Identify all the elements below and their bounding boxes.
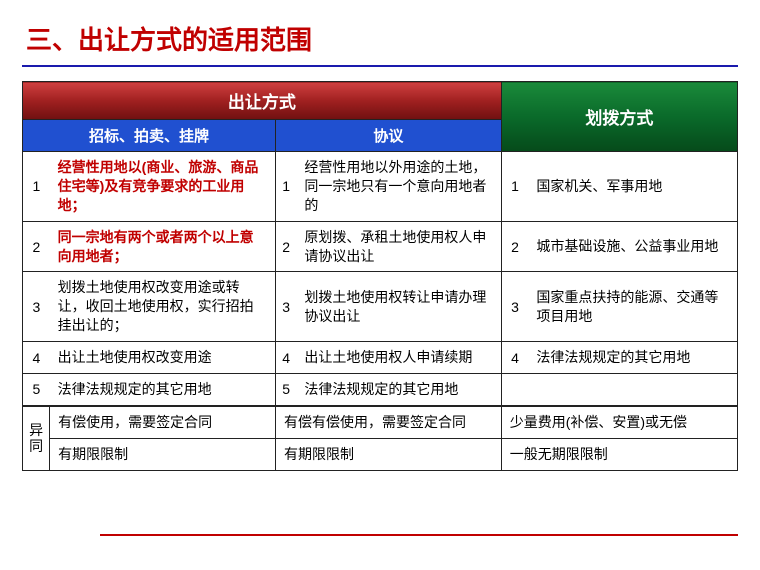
cell-allocate <box>528 374 737 406</box>
cell-allocate: 国家重点扶持的能源、交通等项目用地 <box>528 272 737 342</box>
cell-bid: 同一宗地有两个或者两个以上意向用地者； <box>50 221 276 272</box>
row-num: 2 <box>23 221 50 272</box>
diff-label: 异同 <box>23 406 50 470</box>
comparison-table: 出让方式 划拨方式 招标、拍卖、挂牌 协议 1经营性用地以(商业、旅游、商品住宅… <box>22 81 738 471</box>
cell-allocate: 法律法规规定的其它用地 <box>528 342 737 374</box>
cell-allocate: 国家机关、军事用地 <box>528 152 737 222</box>
table-row: 3划拨土地使用权改变用途或转让，收回土地使用权，实行招拍挂出让的；3划拨土地使用… <box>23 272 738 342</box>
row-num: 3 <box>23 272 50 342</box>
row-num: 4 <box>23 342 50 374</box>
diff-cell-bid: 有偿使用，需要签定合同 <box>50 406 276 438</box>
diff-cell-bid: 有期限限制 <box>50 438 276 470</box>
cell-agreement: 法律法规规定的其它用地 <box>296 374 501 406</box>
row-num: 4 <box>501 342 528 374</box>
header-transfer: 出让方式 <box>23 82 502 120</box>
diff-cell-allocate: 一般无期限限制 <box>501 438 737 470</box>
row-num: 2 <box>501 221 528 272</box>
row-num: 1 <box>501 152 528 222</box>
cell-agreement: 原划拨、承租土地使用权人申请协议出让 <box>296 221 501 272</box>
row-num: 5 <box>23 374 50 406</box>
diff-cell-agreement: 有期限限制 <box>275 438 501 470</box>
diff-cell-allocate: 少量费用(补偿、安置)或无偿 <box>501 406 737 438</box>
header-row-1: 出让方式 划拨方式 <box>23 82 738 120</box>
cell-agreement: 经营性用地以外用途的土地，同一宗地只有一个意向用地者的 <box>296 152 501 222</box>
row-num: 1 <box>275 152 296 222</box>
row-num: 4 <box>275 342 296 374</box>
cell-bid: 划拨土地使用权改变用途或转让，收回土地使用权，实行招拍挂出让的； <box>50 272 276 342</box>
header-allocate: 划拨方式 <box>501 82 737 152</box>
cell-agreement: 出让土地使用权人申请续期 <box>296 342 501 374</box>
table-row: 4出让土地使用权改变用途4出让土地使用权人申请续期4法律法规规定的其它用地 <box>23 342 738 374</box>
diff-row: 异同有偿使用，需要签定合同有偿有偿使用，需要签定合同少量费用(补偿、安置)或无偿 <box>23 406 738 438</box>
row-num: 3 <box>501 272 528 342</box>
subheader-agreement: 协议 <box>275 120 501 152</box>
diff-cell-agreement: 有偿有偿使用，需要签定合同 <box>275 406 501 438</box>
subheader-bid: 招标、拍卖、挂牌 <box>23 120 276 152</box>
table-row: 5法律法规规定的其它用地5法律法规规定的其它用地 <box>23 374 738 406</box>
table-row: 2同一宗地有两个或者两个以上意向用地者；2原划拨、承租土地使用权人申请协议出让2… <box>23 221 738 272</box>
row-num <box>501 374 528 406</box>
cell-bid: 法律法规规定的其它用地 <box>50 374 276 406</box>
page-title: 三、出让方式的适用范围 <box>22 20 738 57</box>
cell-bid: 经营性用地以(商业、旅游、商品住宅等)及有竞争要求的工业用地； <box>50 152 276 222</box>
row-num: 3 <box>275 272 296 342</box>
cell-bid: 出让土地使用权改变用途 <box>50 342 276 374</box>
title-underline <box>22 65 738 67</box>
cell-agreement: 划拨土地使用权转让申请办理协议出让 <box>296 272 501 342</box>
table-row: 1经营性用地以(商业、旅游、商品住宅等)及有竞争要求的工业用地；1经营性用地以外… <box>23 152 738 222</box>
row-num: 2 <box>275 221 296 272</box>
row-num: 5 <box>275 374 296 406</box>
bottom-accent-line <box>100 534 738 536</box>
cell-allocate: 城市基础设施、公益事业用地 <box>528 221 737 272</box>
row-num: 1 <box>23 152 50 222</box>
diff-row: 有期限限制有期限限制一般无期限限制 <box>23 438 738 470</box>
